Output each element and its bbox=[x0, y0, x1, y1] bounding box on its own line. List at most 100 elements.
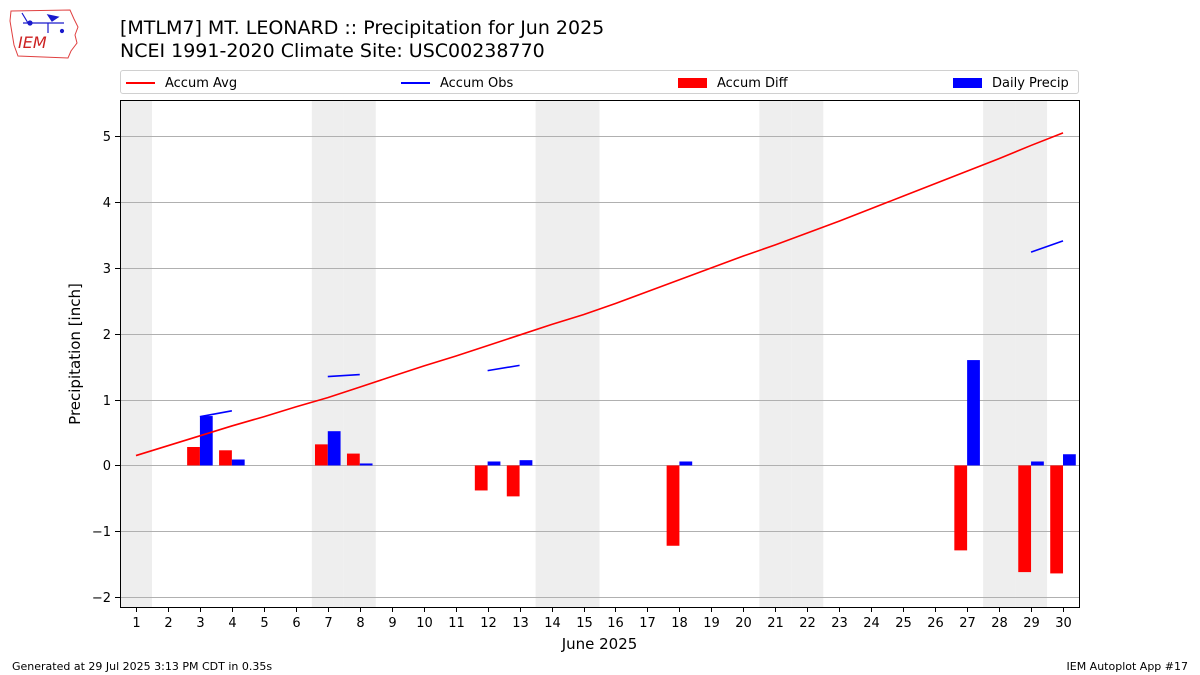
legend-swatch-daily-precip bbox=[953, 78, 982, 88]
legend-item-accum-avg: Accum Avg bbox=[126, 74, 237, 92]
daily-precip-bar-day-4 bbox=[231, 459, 245, 466]
x-tick-label-21: 21 bbox=[767, 616, 784, 631]
weekend-band-day-22 bbox=[791, 100, 824, 607]
x-tick-label-15: 15 bbox=[576, 616, 593, 631]
daily-precip-bar-day-12 bbox=[487, 461, 501, 466]
accum-obs-line-segment-0 bbox=[199, 409, 233, 418]
accum-diff-bar-day-29 bbox=[1018, 465, 1032, 573]
weekend-bands bbox=[120, 100, 1048, 607]
daily-precip-bar-day-7 bbox=[327, 431, 341, 466]
y-tick-label--2: −2 bbox=[92, 591, 111, 606]
x-tick-label-10: 10 bbox=[416, 616, 433, 631]
accum-obs-line-segment-3 bbox=[1030, 240, 1064, 253]
chart-subtitle: NCEI 1991-2020 Climate Site: USC00238770 bbox=[120, 40, 545, 62]
x-tick-label-25: 25 bbox=[895, 616, 912, 631]
y-tick-label-1: 1 bbox=[103, 394, 111, 409]
x-tick-label-24: 24 bbox=[863, 616, 880, 631]
accum-diff-bar-day-3 bbox=[187, 446, 200, 466]
y-tick-label-2: 2 bbox=[103, 328, 111, 343]
y-tick-label-3: 3 bbox=[103, 262, 111, 277]
x-tick-label-7: 7 bbox=[324, 616, 332, 631]
legend-label-accum-avg: Accum Avg bbox=[165, 75, 238, 91]
x-tick-label-19: 19 bbox=[703, 616, 720, 631]
y-tick-label--1: −1 bbox=[92, 525, 111, 540]
x-tick-label-17: 17 bbox=[639, 616, 656, 631]
daily-precip-bar-day-30 bbox=[1063, 454, 1076, 466]
legend-swatch-accum-avg bbox=[126, 82, 155, 84]
legend-swatch-accum-obs bbox=[401, 82, 430, 84]
legend: Accum Avg Accum Obs Accum Diff Daily Pre… bbox=[120, 70, 1079, 94]
iem-logo: IEM bbox=[9, 9, 79, 59]
y-gridlines bbox=[120, 136, 1079, 598]
daily-precip-bar-day-3 bbox=[199, 416, 213, 466]
y-tick-label-0: 0 bbox=[103, 459, 111, 474]
x-tick-label-13: 13 bbox=[512, 616, 529, 631]
x-axis: 1 2 3 4 5 6 7 8 9 10 11 12 13 14 15 16 17 18 19 20 21 22 23 24 2… bbox=[132, 607, 1072, 631]
x-tick-label-27: 27 bbox=[959, 616, 976, 631]
daily-precip-bar-day-29 bbox=[1031, 461, 1044, 466]
footer-generated-text: Generated at 29 Jul 2025 3:13 PM CDT in … bbox=[12, 660, 273, 673]
logo-text: IEM bbox=[18, 33, 47, 52]
daily-precip-bar-day-27 bbox=[967, 360, 980, 466]
accum-diff-bar-day-8 bbox=[346, 453, 360, 466]
weekend-band-day-28 bbox=[983, 100, 1016, 607]
legend-item-daily-precip: Daily Precip bbox=[953, 74, 1069, 92]
x-tick-label-12: 12 bbox=[480, 616, 497, 631]
plot-frame bbox=[120, 100, 1080, 608]
y-tick-label-5: 5 bbox=[103, 130, 111, 145]
accum-diff-bar-day-4 bbox=[219, 450, 232, 466]
weekend-band-day-15 bbox=[567, 100, 600, 607]
accum-diff-bar-day-30 bbox=[1050, 465, 1064, 574]
legend-item-accum-obs: Accum Obs bbox=[401, 74, 513, 92]
x-tick-label-20: 20 bbox=[735, 616, 752, 631]
accum-diff-bar-day-13 bbox=[506, 465, 520, 497]
y-axis: −2 −1 0 1 2 3 4 5 bbox=[92, 130, 120, 606]
x-tick-label-23: 23 bbox=[831, 616, 848, 631]
accum-avg-line bbox=[135, 132, 1064, 457]
x-tick-label-11: 11 bbox=[448, 616, 465, 631]
x-tick-label-8: 8 bbox=[356, 616, 364, 631]
weekend-band-day-8 bbox=[343, 100, 376, 607]
legend-label-accum-diff: Accum Diff bbox=[717, 75, 788, 91]
daily-precip-bar-day-8 bbox=[359, 463, 373, 466]
accum-diff-bar-day-18 bbox=[666, 465, 680, 546]
x-tick-label-22: 22 bbox=[799, 616, 816, 631]
legend-item-accum-diff: Accum Diff bbox=[678, 74, 788, 92]
accum-obs-line-segment-2 bbox=[487, 364, 520, 372]
x-tick-label-5: 5 bbox=[260, 616, 268, 631]
x-tick-label-18: 18 bbox=[671, 616, 688, 631]
footer-app-text: IEM Autoplot App #17 bbox=[1066, 660, 1189, 673]
x-tick-label-3: 3 bbox=[196, 616, 204, 631]
weekend-band-day-14 bbox=[535, 100, 568, 607]
weekend-band-day-7 bbox=[311, 100, 344, 607]
accum-diff-bar-day-7 bbox=[314, 444, 328, 466]
y-tick-label-4: 4 bbox=[103, 196, 111, 211]
chart-title: [MTLM7] MT. LEONARD :: Precipitation for… bbox=[120, 17, 605, 39]
accum-diff-bar-day-12 bbox=[474, 465, 488, 491]
x-tick-label-1: 1 bbox=[132, 616, 140, 631]
bar-series bbox=[187, 360, 1076, 574]
weekend-band-day-21 bbox=[759, 100, 792, 607]
line-series bbox=[135, 132, 1064, 457]
iowa-state-outline bbox=[9, 9, 79, 59]
legend-label-accum-obs: Accum Obs bbox=[440, 75, 514, 91]
weekend-band-day-1 bbox=[120, 100, 152, 607]
x-tick-label-16: 16 bbox=[607, 616, 624, 631]
x-axis-label: June 2025 bbox=[561, 635, 638, 653]
legend-label-daily-precip: Daily Precip bbox=[992, 75, 1069, 91]
x-tick-label-28: 28 bbox=[991, 616, 1008, 631]
x-tick-label-4: 4 bbox=[228, 616, 236, 631]
x-tick-label-14: 14 bbox=[544, 616, 561, 631]
daily-precip-bar-day-18 bbox=[679, 461, 693, 466]
x-tick-label-30: 30 bbox=[1055, 616, 1072, 631]
weather-station-icon bbox=[21, 12, 65, 34]
x-tick-label-2: 2 bbox=[164, 616, 172, 631]
y-axis-label: Precipitation [inch] bbox=[66, 283, 84, 425]
x-tick-label-9: 9 bbox=[388, 616, 396, 631]
accum-diff-bar-day-27 bbox=[954, 465, 968, 551]
legend-swatch-accum-diff bbox=[678, 78, 707, 88]
x-tick-label-29: 29 bbox=[1023, 616, 1040, 631]
accum-obs-line-segment-1 bbox=[327, 373, 360, 378]
daily-precip-bar-day-13 bbox=[519, 460, 533, 466]
